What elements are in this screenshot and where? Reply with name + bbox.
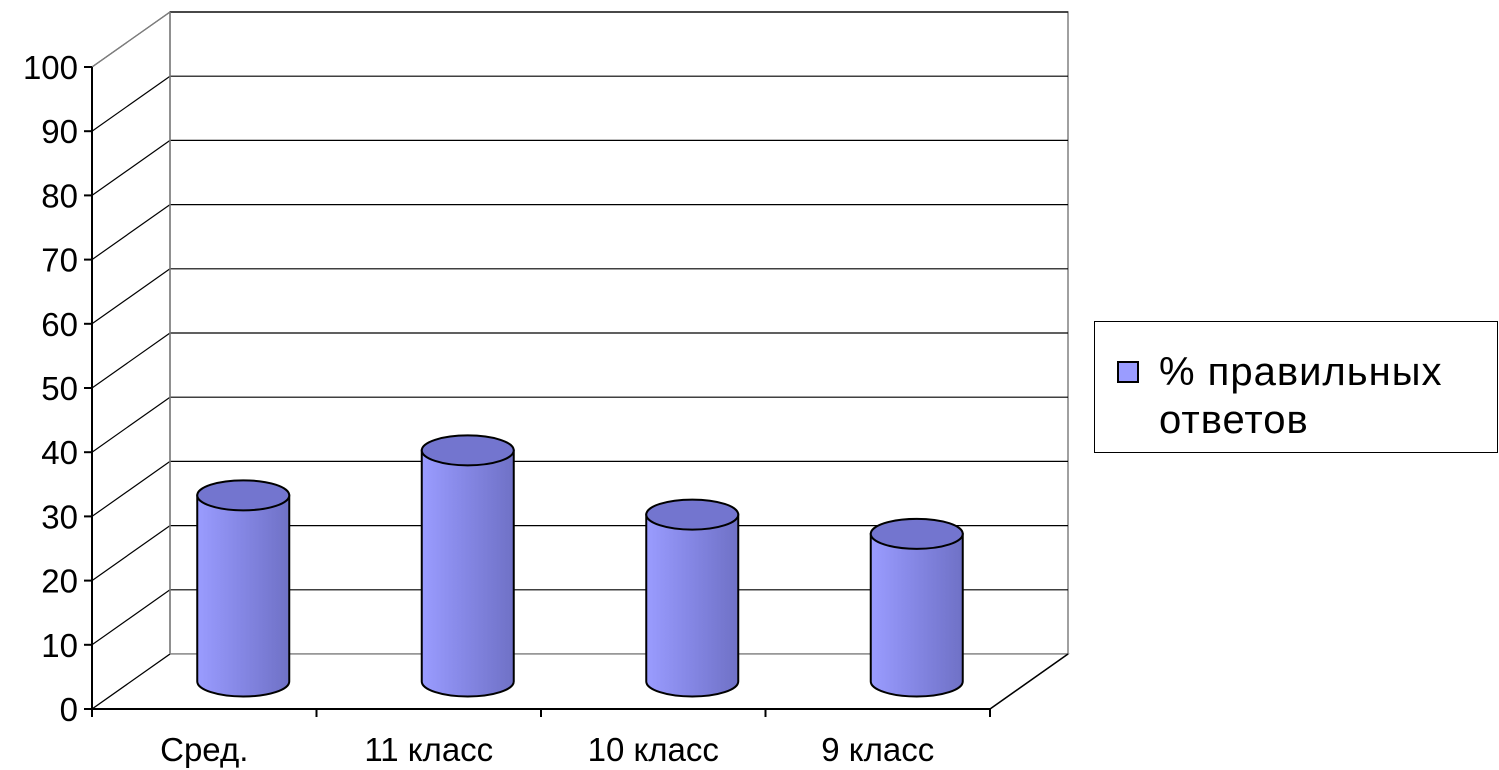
x-tick-label: 11 класс	[364, 731, 493, 768]
x-tick-label: 10 класс	[588, 731, 719, 768]
side-gridline	[91, 204, 171, 261]
bar-body	[196, 494, 291, 698]
bar	[420, 434, 515, 698]
bar	[196, 479, 291, 698]
gridlines	[91, 11, 1068, 710]
bar-top	[869, 517, 964, 550]
side-wall-top-edge	[91, 11, 171, 68]
y-tick-label: 0	[60, 691, 78, 728]
bar-body	[645, 513, 740, 698]
bar-top	[420, 434, 515, 467]
y-tick-label: 40	[41, 434, 78, 471]
floor-right-edge	[989, 653, 1069, 710]
legend: % правильных ответов	[1094, 321, 1498, 453]
bar-top	[645, 498, 740, 531]
y-tick-label: 70	[41, 242, 78, 279]
side-gridline	[91, 396, 171, 453]
y-tick-label: 90	[41, 113, 78, 150]
y-tick-label: 30	[41, 498, 78, 535]
y-tick-label: 80	[41, 177, 78, 214]
legend-label: % правильных ответов	[1159, 350, 1443, 442]
x-axis-labels: Сред. 11 класс 10 класс 9 класс	[91, 709, 991, 768]
side-gridline	[91, 332, 171, 389]
bar	[869, 517, 964, 698]
y-tick-label: 60	[41, 306, 78, 343]
bar	[645, 498, 740, 698]
bar-body	[869, 532, 964, 698]
bars	[196, 434, 964, 698]
bar-body	[420, 449, 515, 698]
side-gridline	[91, 268, 171, 325]
side-gridline	[91, 653, 171, 710]
side-gridline	[91, 139, 171, 196]
y-tick-label: 50	[41, 370, 78, 407]
y-axis-ticks: 0 10 20 30 40 50 60 70 80 90 100	[23, 49, 92, 728]
legend-swatch	[1117, 361, 1139, 383]
x-tick-label: 9 класс	[821, 731, 934, 768]
side-gridline	[91, 75, 171, 132]
y-tick-label: 20	[41, 563, 78, 600]
bar-top	[196, 479, 291, 512]
y-tick-label: 10	[41, 627, 78, 664]
side-gridline	[91, 589, 171, 646]
y-tick-label: 100	[23, 49, 78, 86]
side-gridline	[91, 460, 171, 517]
x-tick-label: Сред.	[160, 731, 248, 768]
side-gridline	[91, 525, 171, 582]
